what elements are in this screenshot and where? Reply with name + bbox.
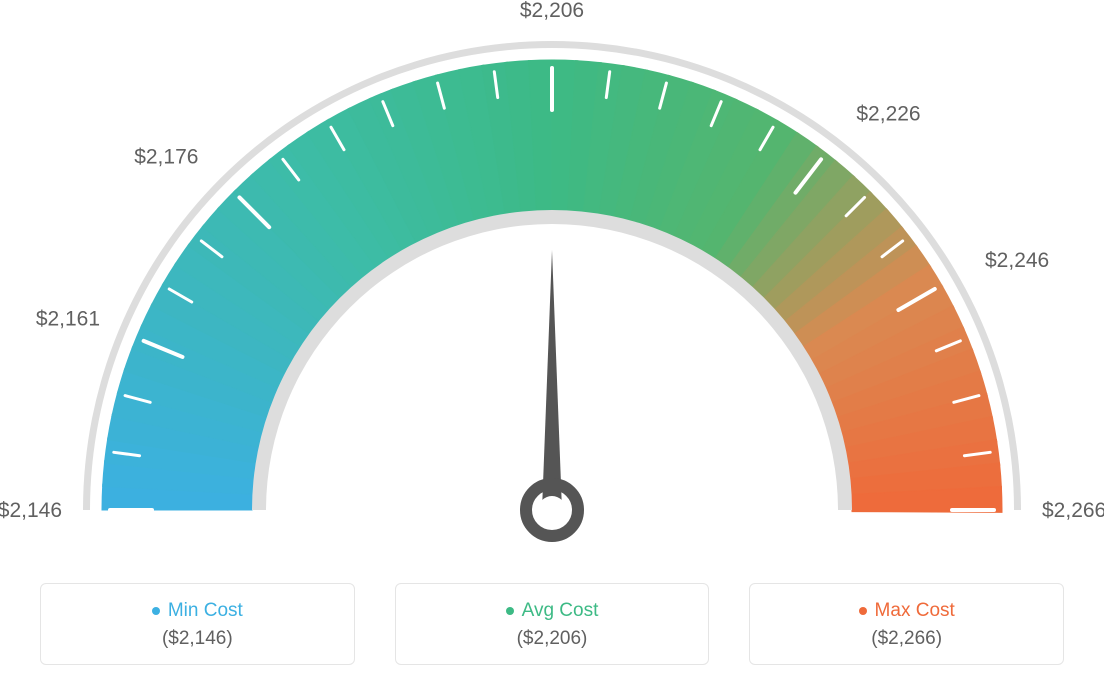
tick-label: $2,266: [1042, 499, 1104, 522]
dot-icon: [859, 607, 867, 615]
tick-label: $2,206: [520, 0, 584, 22]
gauge-chart: $2,146 $2,161 $2,176 $2,206 $2,226 $2,246 $2,2…: [0, 0, 1104, 560]
legend-label-max: Max Cost: [774, 600, 1039, 622]
tick-label: $2,176: [134, 145, 198, 168]
tick-label: $2,146: [0, 499, 62, 522]
legend-label-avg: Avg Cost: [420, 600, 685, 622]
gauge-svg: $2,146 $2,161 $2,176 $2,206 $2,226 $2,246 $2,2…: [0, 0, 1104, 560]
legend-avg-value: ($2,206): [420, 628, 685, 650]
needle-hub-inner: [538, 496, 566, 524]
tick-label: $2,226: [856, 102, 920, 125]
legend-avg-text: Avg Cost: [522, 600, 599, 622]
legend-min-value: ($2,146): [65, 628, 330, 650]
dot-icon: [506, 607, 514, 615]
tick-label: $2,246: [985, 249, 1049, 272]
tick-label: $2,161: [36, 308, 100, 331]
legend-card-min: Min Cost ($2,146): [40, 583, 355, 665]
legend-card-max: Max Cost ($2,266): [749, 583, 1064, 665]
legend-min-text: Min Cost: [168, 600, 243, 622]
dot-icon: [152, 607, 160, 615]
legend-max-value: ($2,266): [774, 628, 1039, 650]
legend-card-avg: Avg Cost ($2,206): [395, 583, 710, 665]
legend-row: Min Cost ($2,146) Avg Cost ($2,206) Max …: [0, 583, 1104, 665]
legend-max-text: Max Cost: [875, 600, 955, 622]
legend-label-min: Min Cost: [65, 600, 330, 622]
needle: [542, 250, 562, 510]
